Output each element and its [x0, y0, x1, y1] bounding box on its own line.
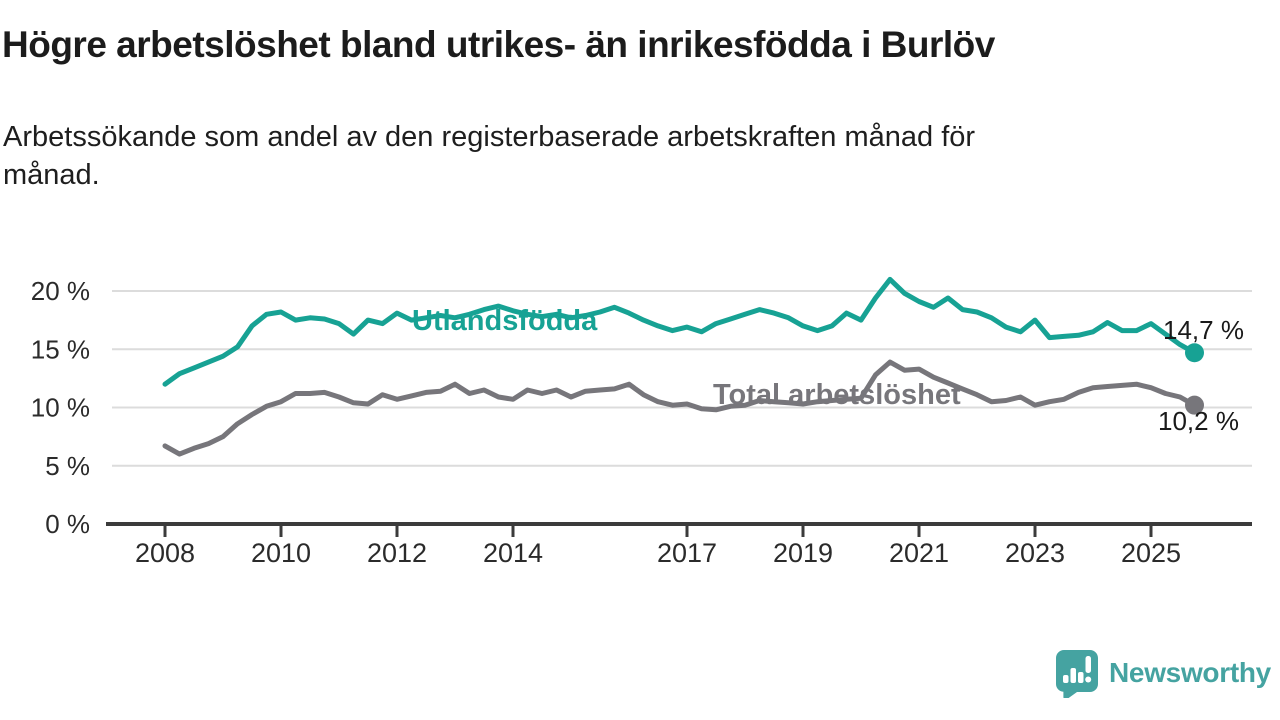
x-axis-label: 2023 [1005, 538, 1065, 568]
x-axis-label: 2017 [657, 538, 717, 568]
series-end-dot-utlandsf-dda [1185, 343, 1204, 363]
y-axis-label: 20 % [31, 276, 90, 306]
x-axis-label: 2008 [135, 538, 195, 568]
speech-bubble-shape [1056, 650, 1098, 698]
brand-name: Newsworthy [1109, 657, 1271, 688]
y-axis-label: 15 % [31, 334, 90, 364]
series-end-value-utlandsf-dda: 14,7 % [1163, 315, 1244, 345]
newsworthy-logo-icon [1056, 650, 1098, 698]
brand-footer: Newsworthy [1054, 648, 1271, 698]
x-axis-label: 2019 [773, 538, 833, 568]
x-axis-label: 2014 [483, 538, 543, 568]
y-axis-label: 0 % [45, 509, 90, 539]
exclamation-dot [1085, 676, 1092, 683]
bar-chart-bar-2 [1070, 668, 1076, 683]
series-line-total-arbetsl-shet [162, 359, 1197, 457]
chart-title: Högre arbetslöshet bland utrikes- än inr… [2, 24, 995, 65]
bar-chart-bar-1 [1063, 675, 1069, 683]
y-axis-label: 10 % [31, 393, 90, 423]
x-axis-label: 2012 [367, 538, 427, 568]
series-label-utlandsf-dda: Utlandsfödda [412, 305, 598, 337]
subtitle-line-1: Arbetssökande som andel av den registerb… [3, 121, 976, 153]
y-axis-label: 5 % [45, 451, 90, 481]
chart-subtitle: Arbetssökande som andel av den registerb… [3, 118, 1203, 194]
exclamation-bar [1085, 656, 1091, 673]
x-axis-label: 2025 [1121, 538, 1181, 568]
series-line-utlandsf-dda [162, 276, 1197, 387]
x-axis-label: 2010 [251, 538, 311, 568]
subtitle-line-2: månad. [3, 159, 100, 191]
x-axis-label: 2021 [889, 538, 949, 568]
series-end-dot-total-arbetsl-shet [1185, 395, 1204, 415]
series-label-total-arbetsl-shet: Total arbetslöshet [713, 379, 961, 411]
bar-chart-bar-3 [1078, 672, 1084, 683]
series-end-value-total-arbetsl-shet: 10,2 % [1158, 406, 1239, 436]
